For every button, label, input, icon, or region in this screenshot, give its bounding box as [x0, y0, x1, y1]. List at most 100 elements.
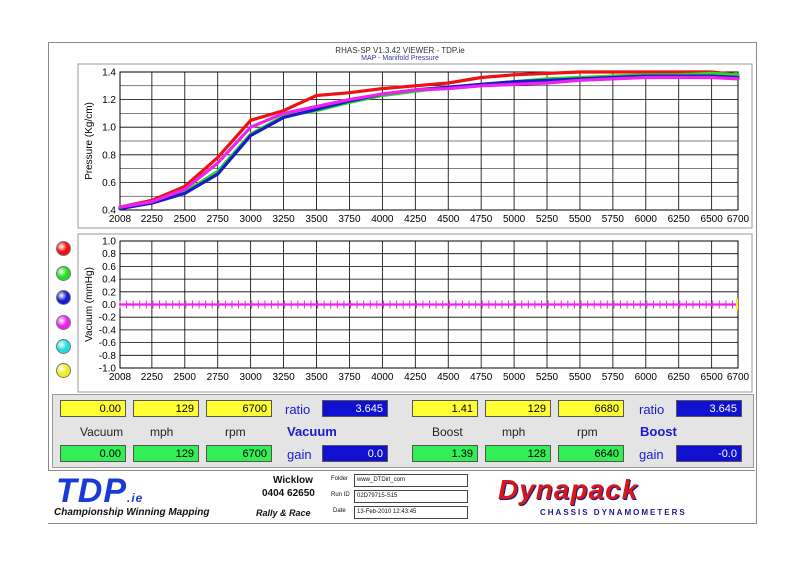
y-tick-label: 1.0: [102, 237, 116, 248]
phone: 0404 62650: [262, 488, 315, 499]
boost-gain-box: -0.0: [676, 445, 742, 462]
tdp-logo-suffix: .ie: [127, 491, 144, 505]
boost-rpm-header: rpm: [577, 425, 598, 439]
run-id-field: 02D79715-S15: [354, 490, 468, 503]
x-tick-label: 6250: [668, 214, 691, 225]
vacuum-ratio-label: ratio: [285, 402, 311, 417]
x-tick-label: 3750: [338, 372, 361, 383]
x-tick-label: 2500: [174, 372, 197, 383]
x-tick-label: 5750: [602, 372, 625, 383]
date-field: 13-Feb-2010 12:43:45: [354, 506, 468, 519]
series-toggle-magenta[interactable]: [56, 315, 71, 330]
dynapack-tagline: CHASSIS DYNAMOMETERS: [540, 508, 687, 517]
vacuum-rpm2-box: 6700: [206, 445, 272, 462]
x-tick-label: 2750: [207, 214, 230, 225]
series-toggle-green[interactable]: [56, 266, 71, 281]
vacuum-value2-box: 0.00: [60, 445, 126, 462]
dynapack-logo: Dynapack: [498, 474, 639, 505]
vacuum-rpm-box: 6700: [206, 400, 272, 417]
x-tick-label: 3250: [272, 214, 295, 225]
vacuum-mph-header: mph: [150, 425, 174, 439]
x-tick-label: 6000: [635, 372, 658, 383]
series-toggle-yellow[interactable]: [56, 363, 71, 378]
y-axis-label: Vacuum (mmHg): [84, 267, 95, 342]
chart-subtitle: MAP - Manifold Pressure: [361, 55, 439, 62]
x-tick-label: 3000: [240, 214, 263, 225]
vacuum-gain-box: 0.0: [322, 445, 388, 462]
x-tick-label: 4000: [371, 214, 394, 225]
series-line-0: [118, 70, 740, 209]
y-tick-label: 0.6: [102, 262, 116, 273]
location: Wicklow: [273, 475, 313, 486]
x-tick-label: 6700: [727, 214, 750, 225]
y-tick-label: -0.8: [99, 351, 117, 362]
boost-ratio-label: ratio: [639, 402, 665, 417]
date-label: Date: [333, 508, 346, 514]
x-tick-label: 6000: [635, 214, 658, 225]
x-tick-label: 2500: [174, 214, 197, 225]
x-tick-label: 3250: [272, 372, 295, 383]
tagline: Championship Winning Mapping: [54, 507, 210, 518]
boost-header: Boost: [432, 425, 463, 439]
tdp-logo: TDP.ie: [56, 473, 143, 516]
y-tick-label: 0.8: [102, 150, 116, 161]
x-tick-label: 2250: [141, 214, 164, 225]
series-toggle-cyan[interactable]: [56, 339, 71, 354]
series-toggle-red[interactable]: [56, 241, 71, 256]
vacuum-ratio-box: 3.645: [322, 400, 388, 417]
x-tick-label: 5250: [536, 214, 559, 225]
x-tick-label: 5750: [602, 214, 625, 225]
vacuum-rpm-header: rpm: [225, 425, 246, 439]
x-tick-label: 2750: [207, 372, 230, 383]
x-tick-label: 4250: [404, 372, 427, 383]
x-tick-label: 3500: [305, 214, 328, 225]
x-tick-label: 3000: [240, 372, 263, 383]
x-tick-label: 5250: [536, 372, 559, 383]
boost-mph-box: 129: [485, 400, 551, 417]
x-tick-label: 5500: [569, 372, 592, 383]
y-tick-label: 0.8: [102, 249, 116, 260]
boost-rpm-box: 6680: [558, 400, 624, 417]
vacuum-mph-box: 129: [133, 400, 199, 417]
y-tick-label: 0.4: [102, 206, 116, 217]
boost-mph-header: mph: [502, 425, 526, 439]
series-line-3: [118, 75, 740, 209]
y-tick-label: 1.0: [102, 123, 116, 134]
x-tick-label: 2250: [141, 372, 164, 383]
x-tick-label: 5000: [503, 372, 526, 383]
y-tick-label: -0.2: [99, 313, 117, 324]
vacuum-gain-label: gain: [287, 447, 312, 462]
x-tick-label: 2008: [109, 214, 132, 225]
y-tick-label: 0.0: [102, 300, 116, 311]
boost-section-label: Boost: [640, 424, 677, 439]
x-tick-label: 6250: [668, 372, 691, 383]
boost-ratio-box: 3.645: [676, 400, 742, 417]
y-tick-label: 1.2: [102, 95, 116, 106]
boost-mph2-box: 128: [485, 445, 551, 462]
charts-svg: 2008 2250 2500 2750 3000 3250 3500 3750 4000 4250…: [77, 63, 753, 393]
tdp-logo-text: TDP: [56, 472, 127, 510]
folder-label: Folder: [331, 476, 349, 482]
x-tick-label: 3750: [338, 214, 361, 225]
x-tick-label: 6500: [701, 372, 724, 383]
x-tick-label: 4500: [437, 372, 460, 383]
window-title: RHAS-SP V1.3.42 VIEWER - TDP.ie: [335, 46, 465, 55]
folder-field: www_DTDirl_com: [354, 474, 468, 487]
y-tick-label: 1.4: [102, 68, 116, 79]
series-toggle-blue[interactable]: [56, 290, 71, 305]
vacuum-mph2-box: 129: [133, 445, 199, 462]
x-tick-label: 3500: [305, 372, 328, 383]
y-tick-label: 0.4: [102, 275, 116, 286]
x-tick-label: 6700: [727, 372, 750, 383]
x-tick-label: 2008: [109, 372, 132, 383]
x-tick-label: 5500: [569, 214, 592, 225]
x-tick-label: 5000: [503, 214, 526, 225]
vacuum-value-box: 0.00: [60, 400, 126, 417]
x-tick-label: 4250: [404, 214, 427, 225]
vacuum-header: Vacuum: [80, 425, 124, 439]
x-tick-label: 4000: [371, 372, 394, 383]
y-tick-label: 0.6: [102, 178, 116, 189]
boost-rpm2-box: 6640: [558, 445, 624, 462]
rally-race: Rally & Race: [256, 508, 311, 518]
y-axis-label: Pressure (Kg/cm): [84, 102, 95, 180]
